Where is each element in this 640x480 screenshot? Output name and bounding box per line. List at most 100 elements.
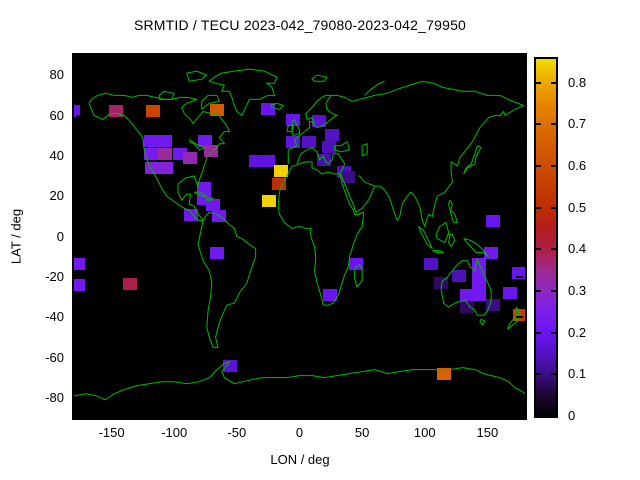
coastline-path <box>419 226 433 248</box>
x-axis-tick <box>235 409 238 416</box>
coastline-path <box>74 362 525 400</box>
y-axis-tick-label: 60 <box>49 107 64 123</box>
x-axis-tick-top <box>298 57 301 64</box>
y-axis-tick-right <box>516 74 523 77</box>
colorbar-tick-left <box>536 123 541 126</box>
data-square <box>341 170 356 183</box>
y-axis-tick-right <box>516 114 523 117</box>
colorbar-tick-right <box>551 373 556 376</box>
data-square <box>502 287 517 300</box>
data-square <box>486 298 501 311</box>
data-square <box>460 301 475 314</box>
coastline-path <box>202 95 220 109</box>
data-square <box>74 278 86 291</box>
coastline-path <box>194 192 207 196</box>
colorbar-tick-label: 0.3 <box>568 283 587 299</box>
coastline-path <box>198 212 256 347</box>
y-axis-tick-right <box>516 275 523 278</box>
data-square <box>158 134 173 147</box>
data-square <box>471 270 486 283</box>
x-axis-tick <box>486 409 489 416</box>
x-axis-tick-label: 0 <box>295 425 304 440</box>
y-axis-tick <box>76 154 83 157</box>
data-square <box>348 258 363 271</box>
colorbar-tick-label: 0.6 <box>568 158 587 174</box>
data-square <box>196 181 211 194</box>
coastline-path <box>287 126 292 132</box>
y-axis-tick-label: 80 <box>49 67 64 83</box>
coastline-path <box>375 81 524 105</box>
data-square <box>143 148 158 161</box>
colorbar-tick-left <box>536 290 541 293</box>
data-square <box>123 278 138 291</box>
x-axis-tick-top <box>423 57 426 64</box>
y-axis-tick-right <box>516 316 523 319</box>
x-axis-tick-label: 50 <box>354 425 370 440</box>
x-axis-tick-label: 100 <box>413 425 436 440</box>
coastline-path <box>306 95 331 123</box>
y-axis-tick-right <box>516 396 523 399</box>
y-axis-tick-label: 0 <box>56 228 64 244</box>
x-axis-tick-top <box>173 57 176 64</box>
x-axis-tick-label: 150 <box>476 425 499 440</box>
data-square <box>471 288 486 301</box>
y-axis-tick-label: -60 <box>45 349 64 365</box>
colorbar-tick-label: 0.1 <box>568 366 587 382</box>
coastline-path <box>207 198 213 200</box>
data-square <box>486 215 501 228</box>
y-axis-tick <box>76 74 83 77</box>
colorbar-tick-right <box>551 165 556 168</box>
coastline-path <box>89 103 203 220</box>
coastline-path <box>159 91 174 99</box>
coastline-path <box>89 93 229 220</box>
coastline-path <box>189 140 204 150</box>
coastline-path <box>187 71 207 81</box>
colorbar-gradient <box>534 57 558 418</box>
x-axis-tick-label: -100 <box>161 425 188 440</box>
x-axis-tick <box>361 409 364 416</box>
data-square <box>459 288 474 301</box>
y-axis-tick <box>76 396 83 399</box>
x-axis-tick-label: -50 <box>227 425 247 440</box>
data-square <box>260 154 275 167</box>
coastline-path <box>432 251 443 253</box>
data-square <box>210 247 225 260</box>
coastline-path <box>312 75 327 81</box>
coastline-path <box>411 105 524 226</box>
y-axis-tick <box>76 195 83 198</box>
y-axis-tick-right <box>516 195 523 198</box>
coastline-path <box>449 234 455 246</box>
coastline-path <box>441 259 491 315</box>
coastline-path <box>292 120 300 136</box>
chart-title: SRMTID / TECU 2023-042_79080-2023-042_79… <box>133 17 467 33</box>
data-square <box>325 129 340 142</box>
colorbar-tick-right <box>551 248 556 251</box>
coastline-path <box>209 69 277 115</box>
x-axis-tick-top <box>361 57 364 64</box>
coastline-path <box>375 186 411 220</box>
colorbar-tick-label: 0.4 <box>568 241 587 257</box>
colorbar-tick-right <box>551 123 556 126</box>
data-square <box>321 140 336 153</box>
coastline-path <box>288 95 374 164</box>
data-square <box>74 258 86 271</box>
x-axis-tick-top <box>110 57 113 64</box>
y-axis-tick-right <box>516 154 523 157</box>
data-square <box>471 257 486 270</box>
data-square <box>311 114 326 127</box>
data-square <box>158 148 173 161</box>
y-axis-tick-label: 20 <box>49 188 64 204</box>
x-axis-tick <box>423 409 426 416</box>
map-plot-area <box>74 55 525 418</box>
coastline-path <box>335 142 350 152</box>
data-square <box>272 177 287 190</box>
data-square <box>146 104 161 117</box>
x-axis-tick-top <box>235 57 238 64</box>
colorbar-tick-right <box>551 331 556 334</box>
coastline-path <box>355 265 363 287</box>
data-square <box>74 104 81 117</box>
colorbar-tick-left <box>536 165 541 168</box>
data-square <box>159 162 174 175</box>
x-axis-tick-label: -150 <box>98 425 125 440</box>
